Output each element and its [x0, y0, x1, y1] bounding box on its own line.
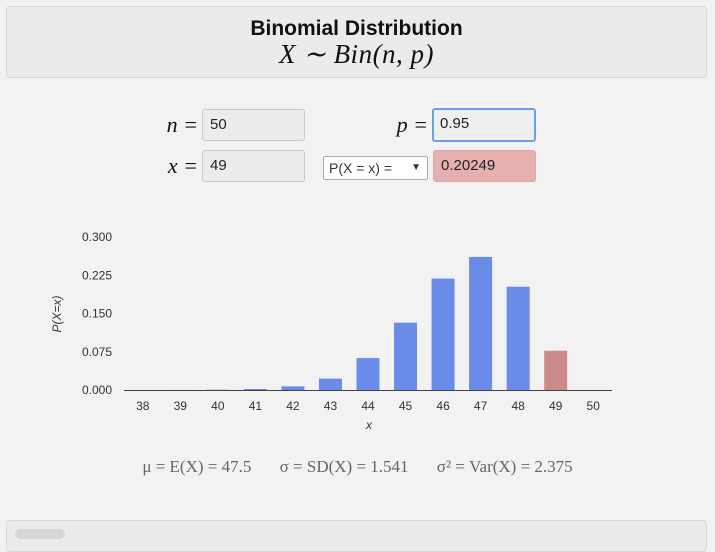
- bar-41: [244, 389, 267, 390]
- x-tick-label: 47: [474, 399, 488, 413]
- bar-44: [357, 358, 380, 390]
- x-tick-label: 48: [511, 399, 525, 413]
- bar-47: [469, 257, 492, 390]
- bar-48: [507, 287, 530, 390]
- x-tick-label: 42: [286, 399, 300, 413]
- mean-stat: μ = E(X) = 47.5: [142, 457, 251, 476]
- y-axis-label: P(X=x): [50, 295, 64, 332]
- pmf-bar-chart: 0.000 0.075 0.150 0.225 0.300 38 39 40 41 42 43 44 4…: [0, 0, 715, 533]
- x-tick-label: 45: [399, 399, 413, 413]
- x-tick-label: 38: [136, 399, 150, 413]
- x-tick-label: 49: [549, 399, 563, 413]
- y-tick-label: 0.075: [82, 345, 112, 359]
- x-tick-label: 43: [324, 399, 338, 413]
- sd-stat: σ = SD(X) = 1.541: [280, 457, 409, 476]
- x-tick-label: 46: [436, 399, 450, 413]
- variance-stat: σ² = Var(X) = 2.375: [437, 457, 573, 476]
- bar-45: [394, 323, 417, 390]
- y-tick-label: 0.300: [82, 230, 112, 244]
- bar-43: [319, 379, 342, 390]
- x-axis-label: x: [365, 418, 373, 432]
- y-tick-label: 0.150: [82, 307, 112, 321]
- bar-46: [432, 279, 455, 390]
- x-tick-label: 39: [174, 399, 188, 413]
- footer-panel: [6, 520, 707, 552]
- x-tick-label: 41: [249, 399, 263, 413]
- footer-handle: [15, 529, 65, 539]
- x-tick-label: 40: [211, 399, 225, 413]
- bar-49: [544, 351, 567, 390]
- bar-42: [281, 386, 304, 390]
- y-tick-label: 0.000: [82, 383, 112, 397]
- summary-stats: μ = E(X) = 47.5 σ = SD(X) = 1.541 σ² = V…: [0, 457, 715, 477]
- y-tick-label: 0.225: [82, 268, 112, 282]
- x-tick-label: 44: [361, 399, 375, 413]
- x-tick-label: 50: [587, 399, 601, 413]
